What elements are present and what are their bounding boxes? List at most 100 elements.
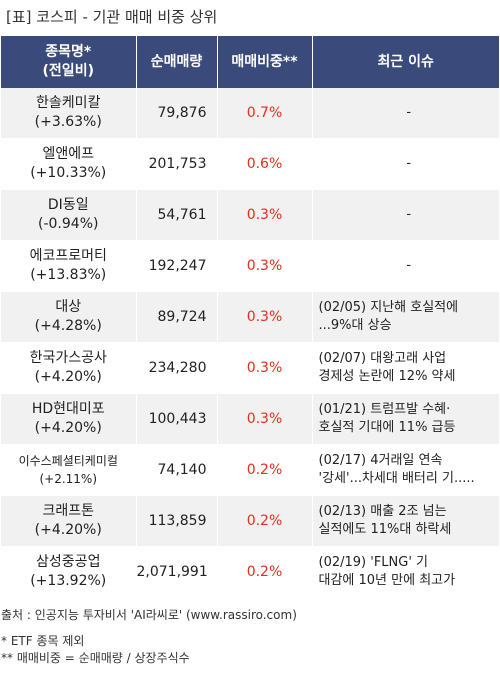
stock-change: (-0.94%) bbox=[38, 216, 99, 232]
net-volume: 100,443 bbox=[135, 393, 217, 445]
table-row: 한솔케미칼 (+3.63%) 79,876 0.7% - bbox=[1, 88, 499, 139]
net-volume: 79,876 bbox=[135, 88, 217, 139]
issue-line: - bbox=[406, 207, 412, 222]
table-row: 이수스페셜티케미컬 (+2.11%) 74,140 0.2% (02/17) 4거래일 … bbox=[1, 444, 499, 496]
trade-ratio: 0.3% bbox=[216, 189, 312, 241]
net-volume: 54,761 bbox=[135, 189, 217, 241]
trade-ratio: 0.2% bbox=[216, 546, 312, 598]
issue-line: 대감에 10년 만에 최고가 bbox=[318, 573, 456, 588]
stock-change: (+4.28%) bbox=[34, 318, 102, 334]
trade-ratio: 0.7% bbox=[216, 88, 312, 139]
page-title: [표] 코스피 - 기관 매매 비중 상위 bbox=[6, 8, 218, 26]
header-volume: 순매매량 bbox=[135, 36, 217, 88]
issue-line: - bbox=[406, 258, 412, 273]
issue-line: 경제성 논란에 12% 약세 bbox=[318, 369, 456, 384]
header-name: 종목명* (전일비) bbox=[1, 36, 136, 88]
stock-name: DI동일 bbox=[47, 197, 89, 213]
net-volume: 89,724 bbox=[135, 291, 217, 343]
issue-line: - bbox=[406, 105, 412, 120]
trade-ratio: 0.3% bbox=[216, 240, 312, 292]
trade-ratio: 0.6% bbox=[216, 138, 312, 190]
stock-name: 크래프톤 bbox=[42, 503, 95, 519]
issue-line: (01/21) 트럼프발 수혜· bbox=[318, 402, 451, 417]
table-row: DI동일 (-0.94%) 54,761 0.3% - bbox=[1, 189, 499, 241]
table-row: 크래프톤 (+4.20%) 113,859 0.2% (02/13) 매출 2조 넘는 실… bbox=[1, 495, 499, 547]
note-etf: * ETF 종목 제외 bbox=[1, 634, 85, 648]
recent-issue: (02/05) 지난해 호실적에 ...9%대 상승 bbox=[311, 291, 499, 343]
ranking-table: 종목명* (전일비) 순매매량 매매비중** 최근 이슈 한솔케미칼 (+3.63… bbox=[1, 36, 499, 598]
stock-name: 삼성중공업 bbox=[36, 554, 101, 570]
net-volume: 2,071,991 bbox=[135, 546, 217, 598]
stock-change: (+3.63%) bbox=[34, 114, 102, 130]
stock-name: 엘앤에프 bbox=[42, 146, 95, 162]
stock-name-cell: 엘앤에프 (+10.33%) bbox=[1, 138, 136, 190]
stock-change: (+13.83%) bbox=[30, 267, 107, 283]
trade-ratio: 0.2% bbox=[216, 495, 312, 547]
issue-line: - bbox=[406, 156, 412, 171]
recent-issue: - bbox=[311, 240, 499, 292]
net-volume: 74,140 bbox=[135, 444, 217, 496]
issue-line: (02/07) 대왕고래 사업 bbox=[318, 351, 447, 366]
net-volume: 113,859 bbox=[135, 495, 217, 547]
recent-issue: - bbox=[311, 88, 499, 139]
note-ratio: ** 매매비중 = 순매매량 / 상장주식수 bbox=[1, 651, 190, 665]
trade-ratio: 0.3% bbox=[216, 291, 312, 343]
issue-line: ...9%대 상승 bbox=[318, 318, 392, 333]
stock-change: (+10.33%) bbox=[30, 165, 107, 181]
stock-name: 한솔케미칼 bbox=[36, 95, 101, 111]
net-volume: 201,753 bbox=[135, 138, 217, 190]
stock-name: 한국가스공사 bbox=[29, 350, 107, 366]
stock-name-cell: DI동일 (-0.94%) bbox=[1, 189, 136, 241]
footer: 출처 : 인공지능 투자비서 'AI라씨로' (www.rassiro.com)… bbox=[0, 606, 500, 667]
stock-name: 대상 bbox=[55, 299, 82, 315]
source-text: 출처 : 인공지능 투자비서 'AI라씨로' (www.rassiro.com) bbox=[1, 608, 297, 622]
issue-line: (02/13) 매출 2조 넘는 bbox=[318, 504, 447, 519]
net-volume: 192,247 bbox=[135, 240, 217, 292]
recent-issue: (02/17) 4거래일 연속 '강세'...차세대 배터리 기..... bbox=[311, 444, 499, 496]
stock-change: (+13.92%) bbox=[30, 573, 107, 589]
issue-line: 실적에도 11%대 하락세 bbox=[318, 522, 452, 537]
table-header-row: 종목명* (전일비) 순매매량 매매비중** 최근 이슈 bbox=[1, 36, 499, 88]
table-row: 대상 (+4.28%) 89,724 0.3% (02/05) 지난해 호실적에 ...9… bbox=[1, 291, 499, 343]
stock-name-cell: 대상 (+4.28%) bbox=[1, 291, 136, 343]
stock-name-cell: 이수스페셜티케미컬 (+2.11%) bbox=[1, 444, 136, 496]
issue-line: (02/05) 지난해 호실적에 bbox=[318, 300, 459, 315]
table-row: HD현대미포 (+4.20%) 100,443 0.3% (01/21) 트럼프발 수혜… bbox=[1, 393, 499, 445]
trade-ratio: 0.3% bbox=[216, 393, 312, 445]
stock-name-cell: 한솔케미칼 (+3.63%) bbox=[1, 88, 136, 139]
table-row: 삼성중공업 (+13.92%) 2,071,991 0.2% (02/19) 'FLNG… bbox=[1, 546, 499, 598]
stock-name-cell: HD현대미포 (+4.20%) bbox=[1, 393, 136, 445]
stock-name-cell: 에코프로머티 (+13.83%) bbox=[1, 240, 136, 292]
recent-issue: - bbox=[311, 138, 499, 190]
stock-name: 에코프로머티 bbox=[29, 248, 107, 264]
header-name-label: 종목명* bbox=[45, 44, 92, 60]
issue-line: 호실적 기대에 11% 급등 bbox=[318, 420, 456, 435]
header-issue: 최근 이슈 bbox=[311, 36, 499, 88]
table-body: 한솔케미칼 (+3.63%) 79,876 0.7% - 엘앤에프 (+10.33%) 201… bbox=[1, 88, 499, 598]
issue-line: (02/17) 4거래일 연속 bbox=[318, 453, 443, 468]
stock-name: HD현대미포 bbox=[31, 401, 105, 417]
header-ratio: 매매비중** bbox=[216, 36, 312, 88]
stock-change: (+4.20%) bbox=[34, 522, 102, 538]
issue-line: '강세'...차세대 배터리 기..... bbox=[318, 471, 475, 486]
recent-issue: - bbox=[311, 189, 499, 241]
header-name-sub: (전일비) bbox=[42, 63, 94, 79]
table-row: 에코프로머티 (+13.83%) 192,247 0.3% - bbox=[1, 240, 499, 292]
table-row: 엘앤에프 (+10.33%) 201,753 0.6% - bbox=[1, 138, 499, 190]
trade-ratio: 0.2% bbox=[216, 444, 312, 496]
trade-ratio: 0.3% bbox=[216, 342, 312, 394]
stock-name-cell: 삼성중공업 (+13.92%) bbox=[1, 546, 136, 598]
stock-name-cell: 한국가스공사 (+4.20%) bbox=[1, 342, 136, 394]
net-volume: 234,280 bbox=[135, 342, 217, 394]
stock-name-cell: 크래프톤 (+4.20%) bbox=[1, 495, 136, 547]
recent-issue: (01/21) 트럼프발 수혜· 호실적 기대에 11% 급등 bbox=[311, 393, 499, 445]
stock-change: (+4.20%) bbox=[34, 420, 102, 436]
stock-name: 이수스페셜티케미컬 bbox=[18, 454, 118, 468]
table-row: 한국가스공사 (+4.20%) 234,280 0.3% (02/07) 대왕고래 사업… bbox=[1, 342, 499, 394]
stock-change: (+4.20%) bbox=[34, 369, 102, 385]
issue-line: (02/19) 'FLNG' 기 bbox=[318, 555, 429, 570]
stock-change: (+2.11%) bbox=[39, 472, 98, 486]
